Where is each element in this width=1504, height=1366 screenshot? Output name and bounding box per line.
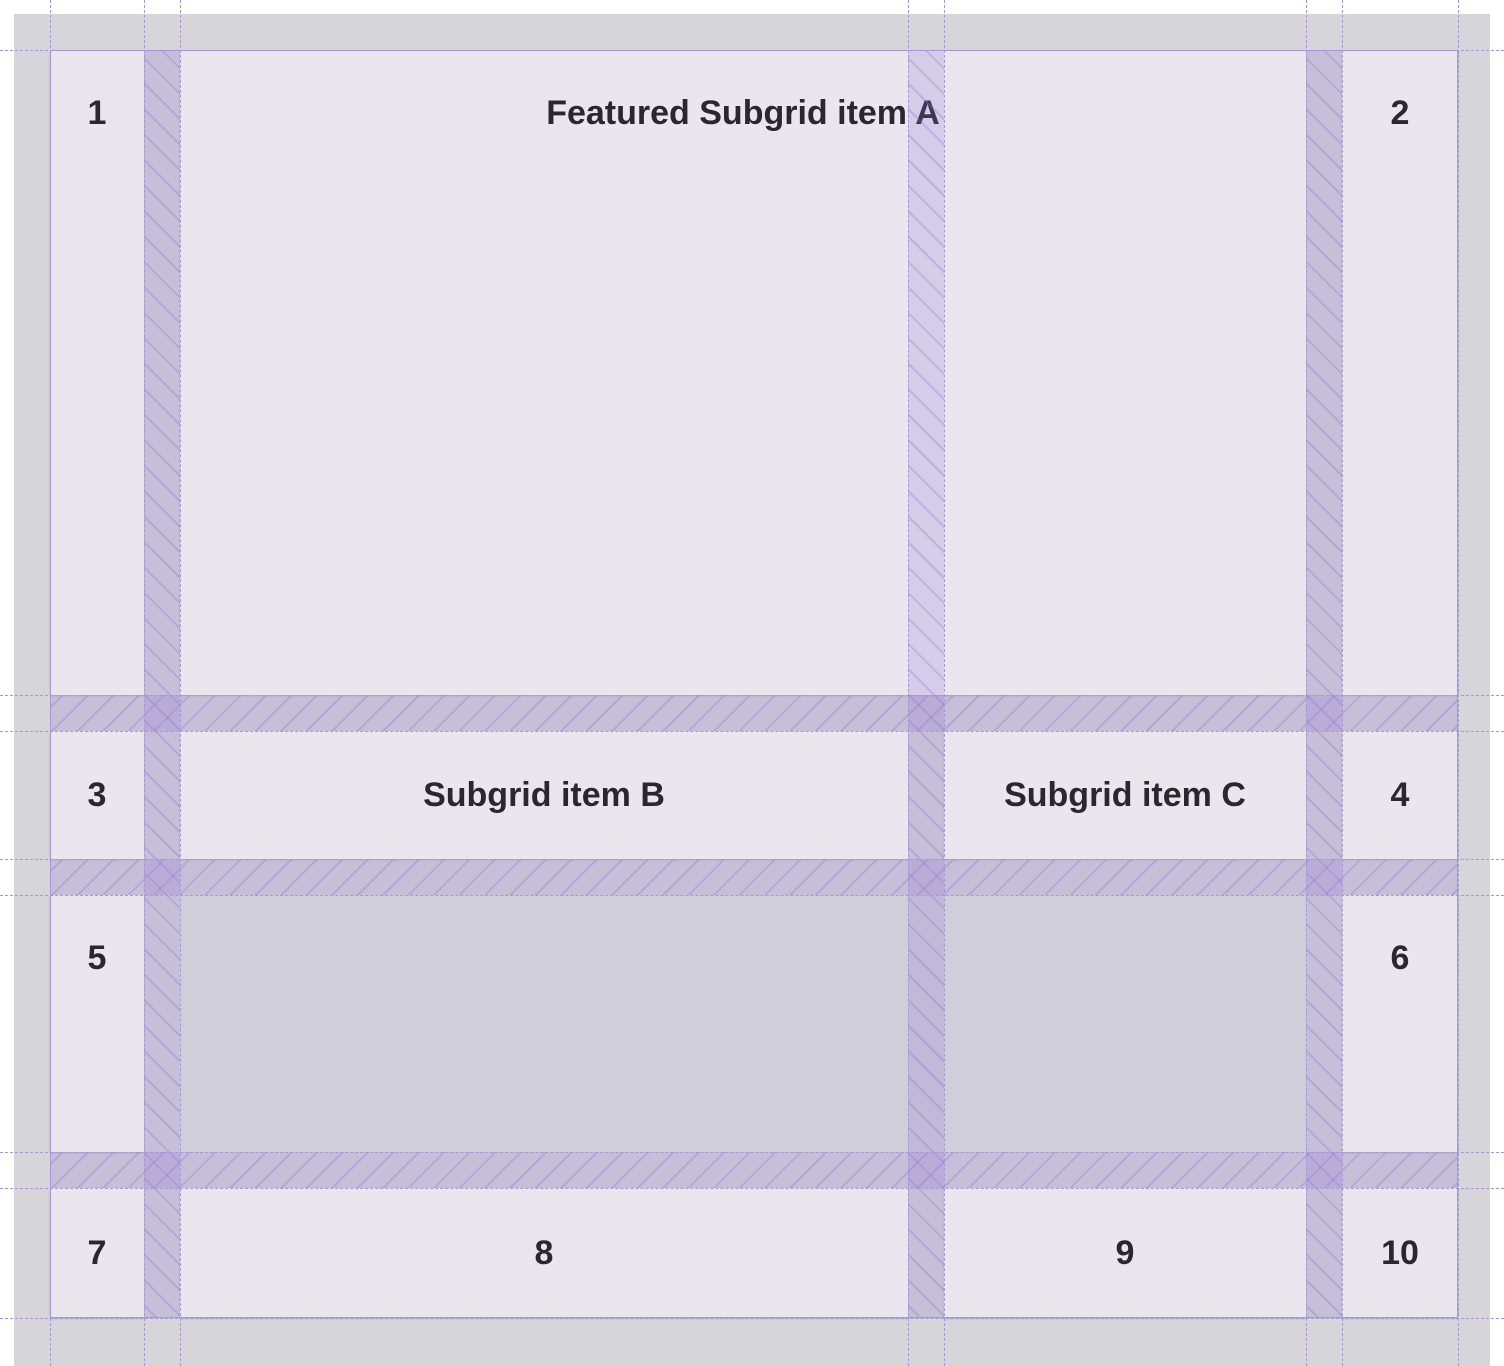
grid-item-10: 10 (1342, 1188, 1458, 1318)
item-label: 9 (1115, 1233, 1135, 1272)
grid-item-3: 3 (50, 731, 144, 859)
grid-line (908, 0, 909, 1366)
item-label: Featured Subgrid item A (546, 94, 940, 132)
item-label: 7 (87, 1233, 107, 1272)
grid-line (0, 731, 1504, 732)
grid-line (0, 1152, 1504, 1153)
item-label: 4 (1390, 775, 1410, 814)
grid-line (0, 1188, 1504, 1189)
grid-item-9: 9 (944, 1188, 1306, 1318)
item-label: 3 (87, 775, 107, 814)
grid-container-outline (50, 50, 1458, 1318)
empty-subgrid-area (180, 895, 1306, 1152)
subgrid-item-b: Subgrid item B (180, 731, 908, 859)
subgrid-item-c: Subgrid item C (944, 731, 1306, 859)
grid-line (0, 895, 1504, 896)
column-gap (908, 50, 944, 1318)
featured-subgrid-item-a: Featured Subgrid item A (180, 50, 1306, 695)
item-label: 10 (1381, 1233, 1419, 1272)
grid-line (1458, 0, 1459, 1366)
grid-item-4: 4 (1342, 731, 1458, 859)
grid-line (180, 0, 181, 1366)
grid-item-2: 2 (1342, 50, 1458, 695)
grid-line (1342, 0, 1343, 1366)
item-label: 2 (1390, 94, 1410, 132)
row-gap (50, 859, 1458, 895)
row-gap (50, 695, 1458, 731)
column-gap (144, 50, 180, 1318)
grid-line (1306, 0, 1307, 1366)
grid-item-1: 1 (50, 50, 144, 695)
row-gap (50, 1152, 1458, 1188)
grid-line (0, 695, 1504, 696)
item-label: Subgrid item B (423, 775, 665, 814)
column-gap (1306, 50, 1342, 1318)
grid-line (0, 1318, 1504, 1319)
grid-item-7: 7 (50, 1188, 144, 1318)
item-label: 5 (87, 939, 107, 977)
item-label: 8 (534, 1233, 554, 1272)
grid-item-6: 6 (1342, 895, 1458, 1152)
item-label: 1 (87, 94, 107, 132)
item-label: 6 (1390, 939, 1410, 977)
item-label: Subgrid item C (1004, 775, 1246, 814)
grid-item-8: 8 (180, 1188, 908, 1318)
grid-line (944, 0, 945, 1366)
grid-item-5: 5 (50, 895, 144, 1152)
grid-line (0, 859, 1504, 860)
grid-line (144, 0, 145, 1366)
